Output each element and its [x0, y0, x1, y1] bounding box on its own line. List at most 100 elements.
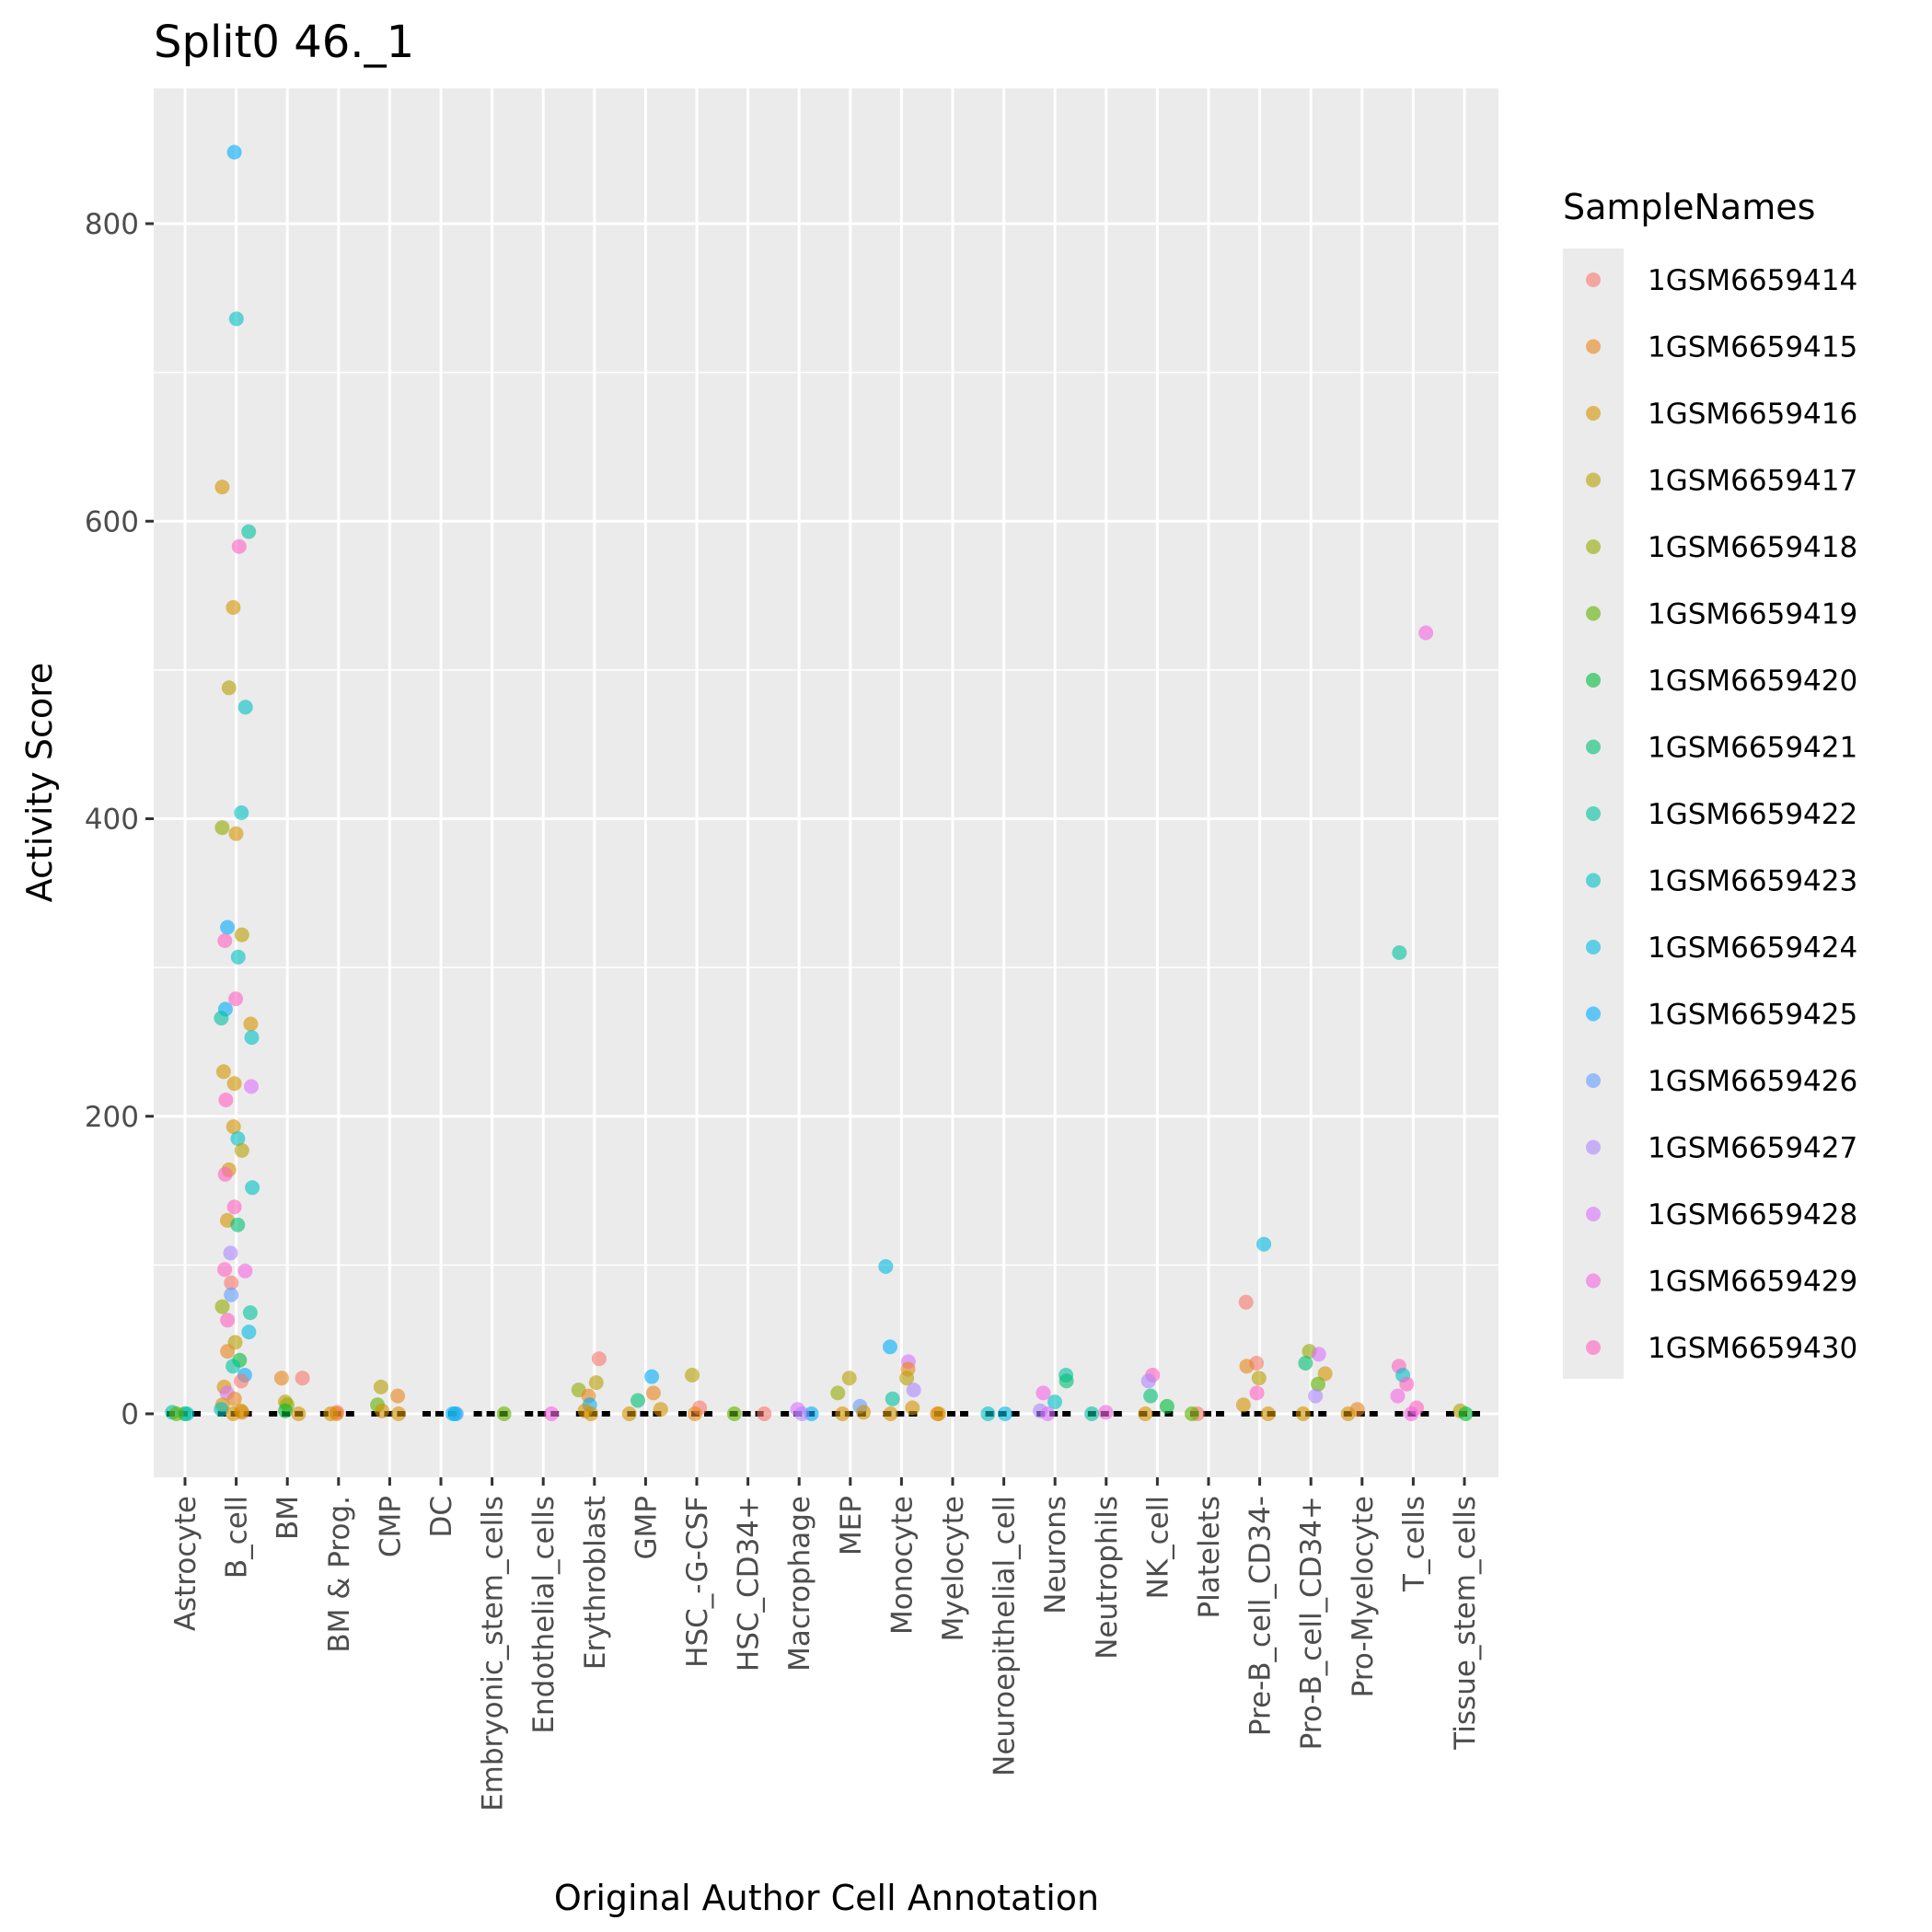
data-point — [214, 480, 230, 495]
data-point — [447, 1406, 463, 1421]
legend-entry-label: 1GSM6659418 — [1648, 531, 1857, 564]
x-tick-label: Platelets — [1193, 1496, 1226, 1619]
data-point — [1235, 1397, 1251, 1413]
data-point — [687, 1406, 702, 1421]
data-point — [228, 311, 244, 327]
data-point — [233, 1403, 249, 1418]
data-point — [653, 1402, 668, 1417]
data-point — [214, 1011, 229, 1026]
x-tick-label: GMP — [630, 1496, 663, 1559]
data-point — [168, 1406, 184, 1421]
data-point — [1059, 1373, 1074, 1389]
legend-key-point — [1586, 406, 1601, 421]
data-point — [931, 1406, 946, 1421]
data-point — [1404, 1406, 1419, 1421]
legend-key-point — [1586, 272, 1601, 287]
x-tick-label: Embryonic_stem_cells — [477, 1496, 510, 1811]
legend-entry-label: 1GSM6659427 — [1648, 1132, 1857, 1165]
plot-panel — [154, 88, 1498, 1477]
data-point — [621, 1406, 637, 1421]
legend-key-point — [1586, 606, 1601, 621]
legend-key-point — [1586, 940, 1601, 954]
data-point — [226, 1076, 242, 1092]
y-axis-title: Activity Score — [19, 663, 60, 903]
x-axis-title: Original Author Cell Annotation — [554, 1878, 1099, 1918]
data-point — [220, 1313, 236, 1328]
x-tick-label: CMP — [374, 1496, 407, 1557]
data-point — [1340, 1406, 1356, 1421]
x-tick-label: HSC_-G-CSF — [681, 1496, 714, 1668]
data-point — [241, 1325, 257, 1340]
x-tick-label: Neutrophils — [1091, 1496, 1124, 1660]
data-point — [878, 1259, 894, 1274]
data-point — [899, 1371, 915, 1386]
data-point — [1311, 1376, 1325, 1392]
chart-title: Split0 46._1 — [154, 17, 414, 68]
legend-entry-label: 1GSM6659424 — [1648, 931, 1857, 965]
legend: SampleNames 1GSM66594141GSM66594151GSM66… — [1563, 187, 1857, 1379]
legend-entry-label: 1GSM6659420 — [1648, 665, 1857, 698]
x-tick-label: DC — [425, 1496, 458, 1538]
data-point — [214, 1299, 230, 1314]
legend-entry-label: 1GSM6659428 — [1648, 1198, 1857, 1232]
data-point — [323, 1406, 339, 1421]
data-point — [1298, 1356, 1313, 1371]
legend-entry-label: 1GSM6659422 — [1648, 798, 1857, 831]
x-tick-label: MEP — [835, 1496, 868, 1556]
data-point — [1185, 1406, 1199, 1421]
data-point — [1458, 1406, 1474, 1421]
x-tick-label: Neuroepithelial_cell — [989, 1496, 1022, 1776]
data-point — [631, 1393, 645, 1408]
data-point — [841, 1371, 857, 1386]
x-tick-label: B_cell — [221, 1496, 254, 1579]
data-point — [1143, 1388, 1159, 1404]
data-point — [373, 1379, 388, 1394]
legend-entry-label: 1GSM6659426 — [1648, 1065, 1857, 1098]
x-tick-label: Astrocyte — [169, 1496, 202, 1631]
legend-key-point — [1586, 1140, 1601, 1155]
data-point — [391, 1406, 406, 1421]
x-tick-label: Endothelial_cells — [527, 1496, 561, 1734]
data-point — [243, 1016, 259, 1032]
legend-entry-label: 1GSM6659430 — [1648, 1332, 1857, 1365]
legend-entry-label: 1GSM6659425 — [1648, 999, 1857, 1032]
data-point — [226, 600, 241, 615]
data-point — [1035, 1385, 1051, 1401]
data-point — [224, 1275, 239, 1290]
x-tick-label: BM & Prog. — [323, 1496, 356, 1653]
x-tick-label: Pre-B_cell_CD34- — [1244, 1496, 1278, 1736]
data-point — [685, 1368, 700, 1382]
data-point — [1256, 1236, 1272, 1252]
data-point — [214, 820, 230, 836]
data-point — [1249, 1385, 1265, 1401]
data-point — [1260, 1406, 1276, 1421]
data-point — [1040, 1406, 1056, 1421]
data-point — [883, 1339, 897, 1355]
data-point — [1390, 1388, 1406, 1404]
y-tick-label: 0 — [121, 1398, 139, 1431]
legend-entry-label: 1GSM6659416 — [1648, 398, 1857, 431]
data-point — [584, 1406, 598, 1421]
legend-key-point — [1586, 673, 1601, 688]
points-layer — [165, 145, 1474, 1421]
x-tick-label: HSC_CD34+ — [733, 1496, 766, 1672]
data-point — [885, 1391, 900, 1406]
data-point — [278, 1403, 293, 1418]
data-point — [218, 1093, 234, 1107]
y-axis: 0 200 400 600 800 — [85, 208, 154, 1431]
data-point — [226, 1391, 242, 1406]
x-tick-label: Pro-Myelocyte — [1347, 1496, 1380, 1697]
data-point — [217, 933, 233, 948]
data-point — [217, 1166, 233, 1182]
data-point — [644, 1369, 660, 1384]
legend-entry-label: 1GSM6659429 — [1648, 1266, 1857, 1299]
data-point — [179, 1406, 195, 1421]
data-point — [226, 1199, 242, 1215]
x-tick-label: NK_cell — [1141, 1496, 1174, 1599]
legend-key-point — [1586, 806, 1601, 821]
legend-key-point — [1586, 1340, 1601, 1355]
data-point — [237, 1263, 253, 1278]
data-point — [295, 1371, 310, 1386]
data-point — [997, 1406, 1012, 1421]
